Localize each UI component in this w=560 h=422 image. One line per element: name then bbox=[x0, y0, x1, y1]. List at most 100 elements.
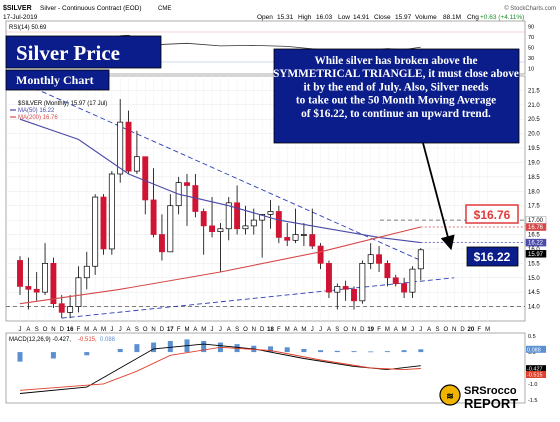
macd-flag bbox=[526, 370, 546, 378]
ma200-line bbox=[19, 226, 421, 305]
candle-body bbox=[401, 283, 408, 293]
annotation-text: While silver has broken above the SYMMETR… bbox=[273, 55, 519, 120]
annotation-line: to take out the 50 Month Moving Average bbox=[296, 95, 496, 107]
candle-body bbox=[376, 254, 383, 264]
candle-body bbox=[284, 237, 291, 241]
candle-body bbox=[342, 286, 349, 290]
macd-flags: 0.088 -0.427-0.515 bbox=[526, 345, 546, 378]
header-ohlc: Open 15.31 High 16.03 Low 14.91 Close 15… bbox=[257, 14, 524, 21]
candle-body bbox=[159, 234, 165, 253]
candle-body bbox=[351, 288, 357, 302]
candle-body bbox=[359, 263, 366, 302]
price-tick-label: 17.5 bbox=[528, 204, 540, 210]
price-tick-label: 19.0 bbox=[528, 160, 540, 166]
upper-trendline bbox=[19, 81, 421, 261]
x-tick-label: J bbox=[311, 327, 314, 333]
logo-sub: REPORT bbox=[464, 396, 518, 411]
candle-body bbox=[133, 156, 140, 172]
x-tick-label: F bbox=[277, 327, 281, 333]
macd-hist-bar bbox=[201, 340, 207, 353]
x-tick-label: S bbox=[35, 327, 39, 333]
price-tick-label: 21.5 bbox=[528, 88, 540, 94]
candle-body bbox=[209, 225, 215, 232]
rsi-tick-label: 30 bbox=[528, 56, 534, 62]
annotation-line: it by the end of July. Also, Silver need… bbox=[304, 81, 490, 93]
candle-body bbox=[142, 156, 149, 201]
lower-trendline bbox=[61, 277, 455, 319]
x-tick-label: 19 bbox=[367, 327, 374, 333]
candle-body bbox=[334, 286, 341, 293]
x-tick-label: A bbox=[327, 327, 331, 333]
macd-hist-bar bbox=[50, 352, 56, 359]
candle-body bbox=[58, 303, 65, 313]
candle-body bbox=[92, 196, 99, 267]
x-tick-label: S bbox=[135, 327, 139, 333]
x-tick-label: M bbox=[485, 327, 490, 333]
candle-body bbox=[167, 205, 174, 253]
x-tick-label: D bbox=[60, 327, 65, 333]
x-tick-label: D bbox=[160, 327, 165, 333]
candle-body bbox=[184, 182, 190, 186]
macd-tick-label: -1.5 bbox=[528, 398, 537, 404]
x-tick-label: M bbox=[101, 327, 106, 333]
low-label: Low bbox=[338, 14, 350, 21]
svg-text:≋: ≋ bbox=[446, 391, 454, 401]
price-tick-label: 15.5 bbox=[528, 261, 540, 267]
candle-body bbox=[250, 219, 257, 227]
x-tick-label: J bbox=[110, 327, 113, 333]
macd-signal-value: -0.515, bbox=[78, 337, 97, 343]
candle-body bbox=[267, 211, 274, 215]
rsi-tick-label: 90 bbox=[528, 24, 534, 30]
x-tick-label: M bbox=[185, 327, 190, 333]
candle-body bbox=[234, 202, 241, 230]
x-tick-label: A bbox=[394, 327, 398, 333]
macd-panel bbox=[5, 332, 526, 404]
price-flag-label: 16.76 bbox=[528, 225, 544, 231]
x-tick-label: J bbox=[19, 327, 22, 333]
macd-hist-bar bbox=[134, 344, 140, 353]
candle-body bbox=[309, 234, 316, 247]
x-tick-label: A bbox=[227, 327, 231, 333]
x-tick-label: M bbox=[301, 327, 306, 333]
macd-hist-bar bbox=[401, 350, 407, 353]
macd-hist-bar bbox=[351, 351, 357, 353]
header-symbol: $SILVER bbox=[3, 5, 32, 12]
x-tick-label: M bbox=[84, 327, 89, 333]
candle-body bbox=[108, 173, 115, 250]
x-tick-label: A bbox=[93, 327, 97, 333]
x-tick-label: 18 bbox=[267, 327, 274, 333]
candle-body bbox=[392, 277, 399, 284]
ma50-callout bbox=[466, 246, 519, 267]
macd-hist-bar bbox=[151, 342, 157, 353]
candle-body bbox=[50, 263, 57, 305]
x-tick-label: O bbox=[143, 327, 148, 333]
x-tick-label: J bbox=[319, 327, 322, 333]
x-tick-label: J bbox=[411, 327, 414, 333]
candle-body bbox=[200, 211, 207, 227]
x-tick-label: N bbox=[352, 327, 356, 333]
macd-flag bbox=[526, 365, 546, 373]
x-tick-label: M bbox=[201, 327, 206, 333]
macd-hist-bar bbox=[384, 351, 390, 353]
x-axis: J A S O N D 16 F M A M J J A S O N D 17 F M A M J J A S O N D 18 F M A M J J… bbox=[19, 327, 491, 333]
price-tick-label: 15.0 bbox=[528, 276, 540, 282]
change-label: Chg bbox=[467, 14, 479, 21]
candle-body bbox=[17, 260, 23, 287]
x-tick-label: A bbox=[26, 327, 30, 333]
x-tick-label: F bbox=[377, 327, 381, 333]
annotation-line: SYMMETRICAL TRIANGLE, it must close abov… bbox=[273, 68, 519, 80]
macd-flag bbox=[526, 345, 546, 353]
subtitle-box bbox=[5, 69, 110, 91]
title-box bbox=[5, 35, 162, 69]
x-tick-label: N bbox=[252, 327, 256, 333]
candle-body bbox=[150, 199, 157, 235]
x-tick-label: N bbox=[452, 327, 456, 333]
macd-hist-bar bbox=[368, 351, 374, 353]
ma200-callout-text: $16.76 bbox=[474, 208, 511, 222]
x-tick-label: D bbox=[260, 327, 265, 333]
price-flag-label: 15.97 bbox=[528, 252, 544, 258]
price-tick-label: 19.5 bbox=[528, 146, 540, 152]
rsi-tick-label: 50 bbox=[528, 46, 534, 52]
candle-body bbox=[259, 214, 266, 221]
macd-hist-bar bbox=[334, 350, 340, 353]
